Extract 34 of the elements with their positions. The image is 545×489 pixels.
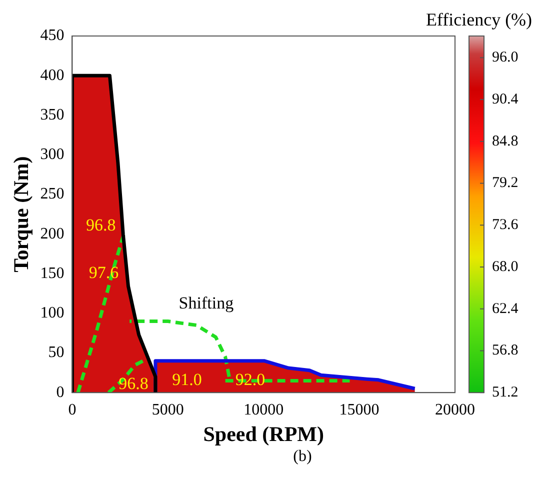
color-bar-label: 96.0	[492, 50, 518, 66]
color-bar-label: 84.8	[492, 133, 518, 150]
annotation: 97.6	[88, 263, 119, 282]
x-tick-label: 0	[68, 401, 76, 418]
color-bar-label: 62.4	[492, 300, 519, 317]
y-tick-label: 100	[40, 304, 64, 322]
y-tick-label: 250	[40, 186, 64, 203]
color-bar-label: 68.0	[492, 258, 518, 275]
annotation: 96.8	[118, 374, 148, 394]
text: (b)	[292, 448, 313, 466]
y-tick-label: 50	[48, 344, 64, 362]
y-tick-label: 450	[40, 27, 64, 44]
x-tick-label: 10000	[244, 401, 284, 418]
color-bar-label: 90.4	[492, 91, 519, 108]
color-bar-label: 51.2	[492, 384, 518, 401]
annotation: Shifting	[178, 293, 234, 312]
y-tick-label: 400	[40, 66, 64, 84]
x-tick-label: 5000	[152, 401, 184, 418]
y-tick-label: 300	[40, 146, 64, 164]
y-axis-title: Torque (Nm)	[9, 156, 34, 272]
y-tick-label: 200	[40, 225, 64, 242]
x-tick-label: 20000	[435, 401, 475, 418]
x-axis-title: Speed (RPM)	[203, 422, 324, 446]
y-tick-label: 0	[56, 384, 64, 401]
y-tick-label: 150	[40, 264, 64, 282]
annotation: 96.8	[86, 216, 116, 235]
y-tick-label: 350	[40, 106, 64, 124]
x-tick-label: 15000	[339, 401, 380, 418]
color-bar-label: 56.8	[492, 342, 518, 359]
color-bar-label: 79.2	[492, 175, 518, 192]
annotation: 91.0	[172, 370, 202, 390]
color-bar-label: 73.6	[492, 217, 519, 234]
color-bar-title: Efficiency (%)	[426, 10, 532, 30]
annotation: 92.0	[235, 370, 266, 390]
